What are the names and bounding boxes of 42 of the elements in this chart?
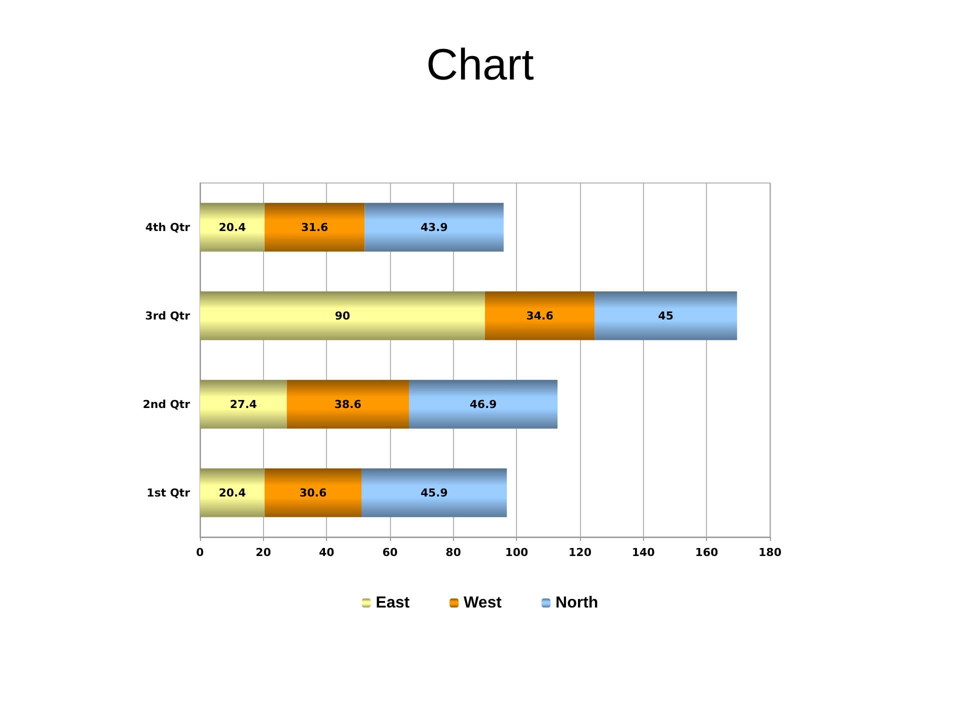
x-tick-label: 20 (256, 546, 272, 559)
x-tick-label: 120 (568, 546, 592, 559)
bar (594, 291, 738, 340)
data-label: 90 (334, 309, 350, 322)
bar (364, 202, 504, 252)
data-label: 31.6 (301, 220, 329, 234)
y-tick-label: 1st Qtr (146, 486, 191, 500)
bar (485, 291, 595, 340)
y-tick-label: 4th Qtr (145, 220, 191, 234)
data-label: 38.6 (334, 398, 362, 411)
data-label: 43.9 (420, 220, 448, 234)
data-label: 45.9 (420, 486, 448, 500)
data-label: 45 (658, 309, 674, 322)
bar (200, 291, 485, 340)
legend-label: East (376, 594, 410, 612)
bar (409, 380, 558, 429)
x-tick-label: 80 (446, 546, 462, 559)
data-label: 20.4 (218, 220, 246, 234)
x-tick-label: 180 (758, 546, 782, 559)
data-label: 46.9 (470, 398, 497, 411)
x-tick-label: 40 (319, 546, 335, 559)
data-label: 34.6 (526, 309, 554, 322)
x-tick-label: 60 (382, 546, 398, 559)
x-tick-label: 160 (695, 546, 718, 559)
data-label: 30.6 (299, 486, 327, 500)
bar (264, 468, 362, 518)
bar (264, 202, 365, 252)
legend-label: West (464, 594, 502, 612)
x-tick-label: 140 (632, 546, 656, 559)
x-tick-label: 0 (196, 546, 204, 559)
bar (200, 380, 287, 429)
data-label: 27.4 (230, 398, 258, 411)
chart-title: Chart (426, 40, 534, 90)
bar (286, 380, 409, 429)
x-tick-label: 100 (505, 546, 528, 559)
bar (362, 468, 507, 518)
y-tick-label: 2nd Qtr (142, 398, 191, 411)
y-tick-label: 3rd Qtr (145, 309, 191, 322)
bar (200, 202, 265, 252)
legend-label: North (556, 594, 598, 612)
bar (200, 468, 265, 518)
data-label: 20.4 (218, 486, 246, 500)
